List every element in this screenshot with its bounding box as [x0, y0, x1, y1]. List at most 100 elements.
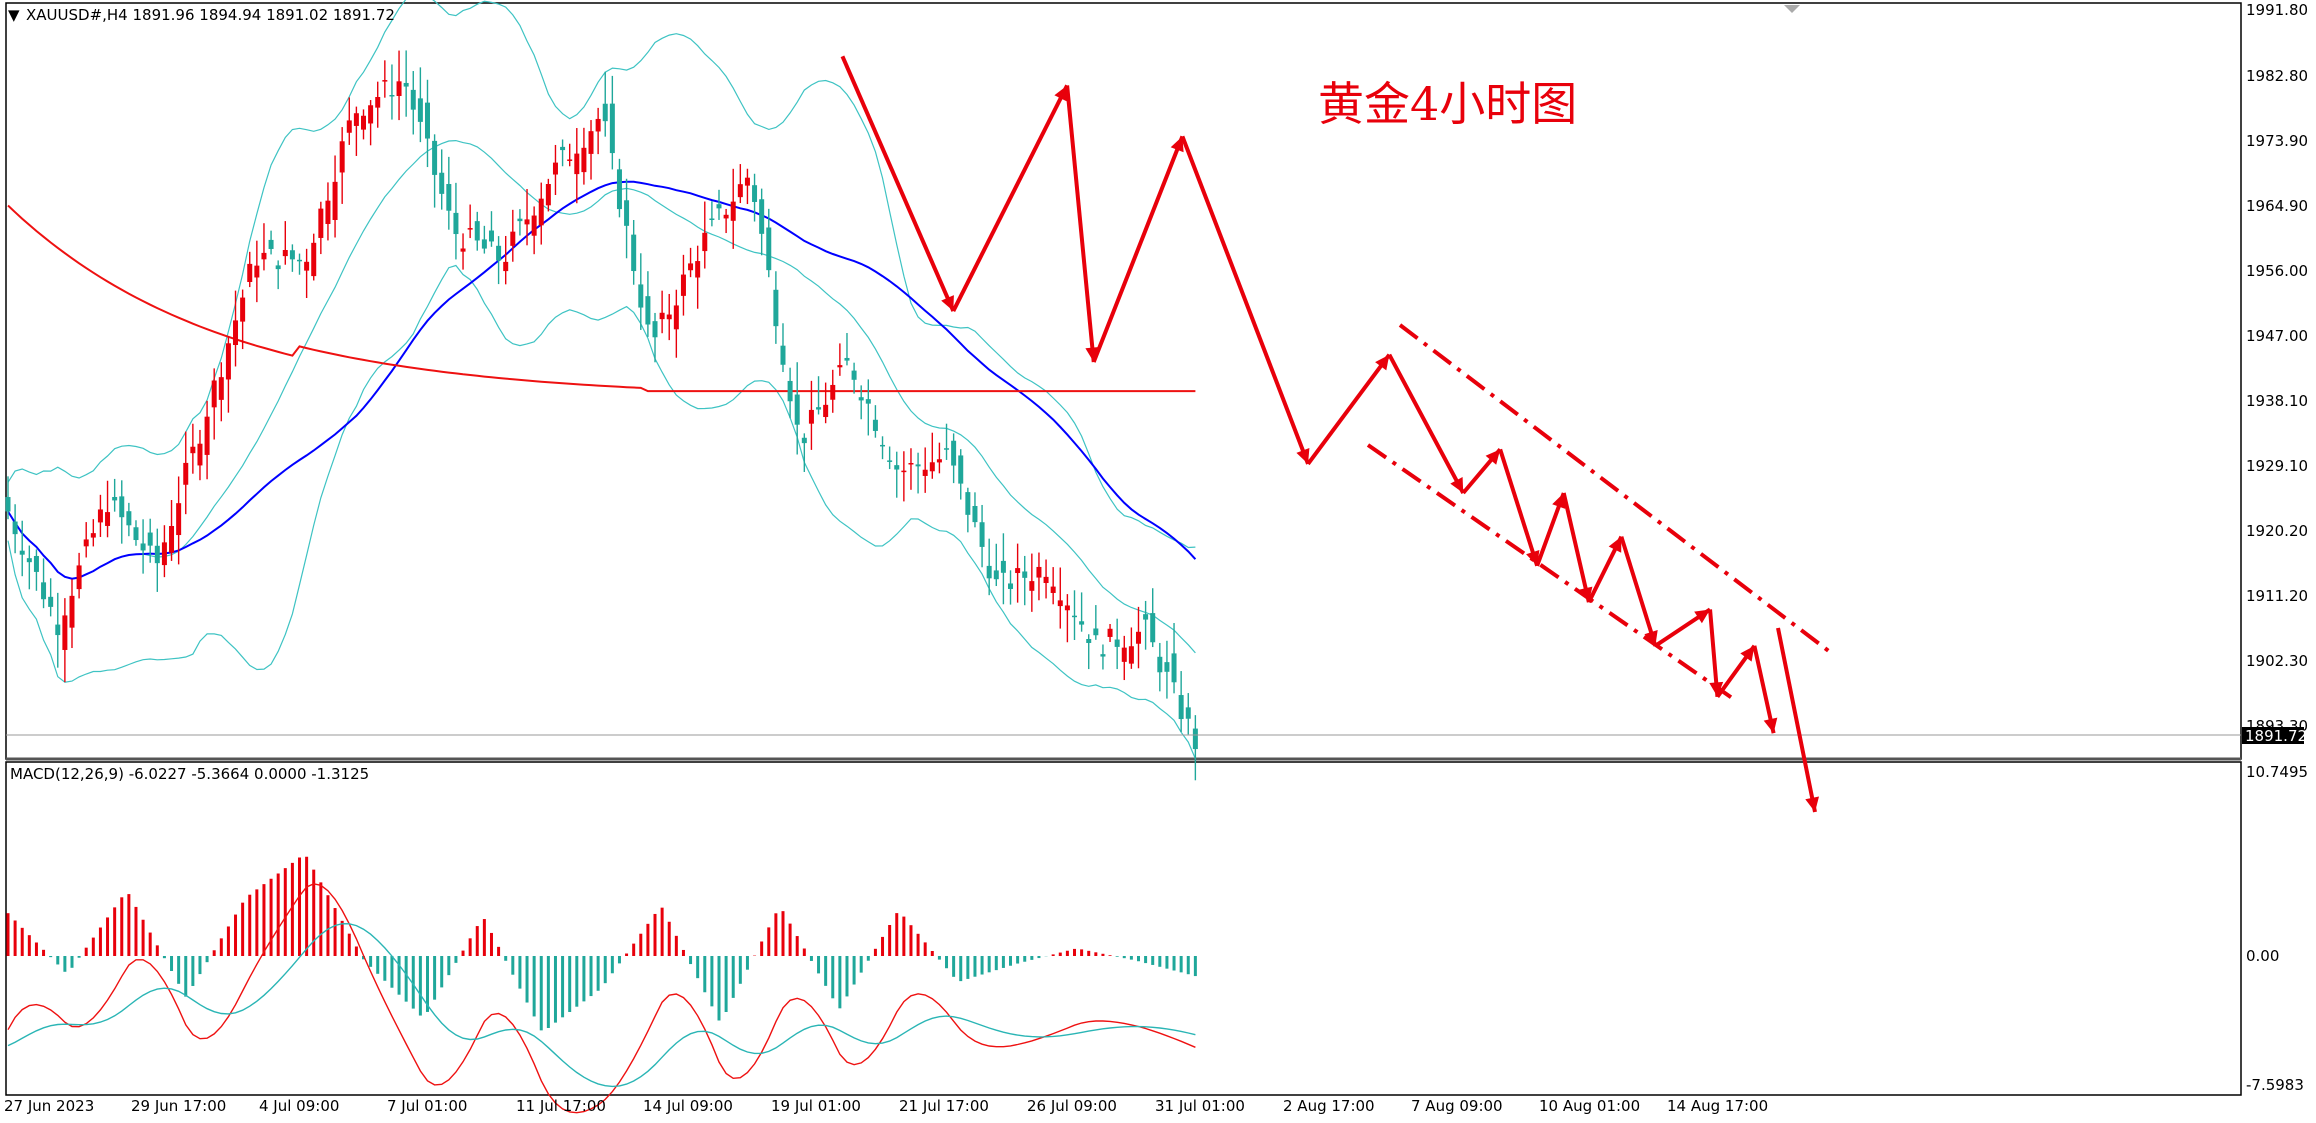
candle-body	[169, 526, 175, 553]
candle-body	[787, 380, 793, 402]
candle-body	[1171, 653, 1177, 683]
candle-body	[382, 80, 388, 82]
candle-body	[894, 465, 900, 470]
candle-body	[1135, 631, 1141, 644]
macd-tick: 0.00	[2246, 947, 2279, 965]
candle-body	[794, 394, 800, 425]
candle-body	[33, 555, 39, 572]
candle-body	[353, 113, 359, 126]
candle-body	[545, 184, 551, 206]
trend-arrow-head	[1085, 347, 1100, 363]
candle-body	[560, 146, 566, 151]
candle-body	[282, 250, 288, 257]
macd-pane-frame	[5, 761, 2242, 1096]
candle-body	[510, 231, 516, 246]
candle-body	[339, 141, 345, 173]
price-pane-frame	[5, 2, 2242, 760]
candle-body	[225, 343, 231, 380]
time-tick: 14 Jul 09:00	[643, 1097, 733, 1115]
candle-body	[1185, 707, 1191, 719]
channel-lower-line	[1366, 443, 1737, 702]
candle-body	[346, 120, 352, 133]
price-pane[interactable]	[5, 0, 1832, 781]
candle-body	[197, 443, 203, 466]
moving-average-slow-line	[7, 204, 1196, 393]
candle-body	[552, 162, 558, 175]
macd-header: MACD(12,26,9) -6.0227 -5.3664 0.0000 -1.…	[10, 765, 369, 783]
candle-body	[730, 201, 736, 221]
price-tick: 1973.90	[2246, 132, 2308, 150]
candle-body	[332, 181, 338, 220]
candle-body	[1192, 728, 1198, 750]
candle-body	[638, 284, 644, 308]
candle-body	[1178, 695, 1184, 720]
trend-arrow	[1065, 85, 1096, 363]
candle-body	[254, 265, 260, 278]
candle-body	[1064, 605, 1070, 611]
price-tick: 1920.20	[2246, 522, 2308, 540]
chart-menu-triangle-icon[interactable]: ▼	[8, 6, 20, 24]
trend-arrow-head	[1375, 354, 1390, 371]
candle-body	[688, 263, 694, 271]
candle-body	[659, 312, 665, 320]
candle-body	[304, 261, 310, 271]
candle-body	[12, 521, 18, 535]
candle-body	[951, 440, 957, 466]
current-price-tag	[2242, 727, 2304, 744]
candle-body	[161, 542, 167, 566]
candle-body	[816, 407, 822, 410]
candle-body	[965, 492, 971, 515]
projection-arrow-head	[1805, 796, 1819, 812]
candle-body	[26, 558, 32, 563]
candle-body	[247, 263, 253, 283]
candle-body	[872, 419, 878, 431]
candle-body	[410, 89, 416, 110]
trend-arrow	[1561, 492, 1591, 603]
candle-body	[467, 228, 473, 230]
candle-body	[1114, 639, 1120, 647]
trend-arrow	[1091, 135, 1185, 363]
candle-body	[652, 321, 658, 338]
candle-body	[574, 153, 580, 175]
current-price-label: 1891.72	[2245, 727, 2307, 745]
candle-body	[389, 94, 395, 97]
candle-body	[780, 345, 786, 365]
candle-body	[567, 159, 573, 161]
candle-body	[723, 214, 729, 219]
candle-body	[439, 172, 445, 194]
price-tick: 1982.80	[2246, 67, 2308, 85]
candle-body	[90, 533, 96, 538]
candle-body	[503, 261, 509, 272]
candle-body	[403, 82, 409, 87]
candle-body	[5, 497, 11, 512]
candle-body	[986, 565, 992, 579]
candle-body	[609, 103, 615, 154]
candle-body	[752, 185, 758, 202]
trend-arrow-head	[1552, 493, 1566, 509]
candle-body	[183, 462, 189, 485]
candle-body	[851, 370, 857, 380]
macd-pane[interactable]	[6, 856, 1197, 1114]
candle-body	[1015, 568, 1021, 574]
trend-arrow-head	[1170, 136, 1184, 153]
macd-tick: -7.5983	[2246, 1076, 2304, 1094]
trend-arrow-head	[1485, 449, 1501, 465]
candle-body	[105, 512, 111, 526]
candle-body	[97, 509, 103, 523]
candle-body	[147, 532, 153, 546]
candle-body	[944, 448, 950, 450]
candle-body	[396, 81, 402, 97]
candle-body	[908, 463, 914, 465]
candle-body	[48, 596, 54, 607]
price-tick: 1938.10	[2246, 392, 2308, 410]
price-tick: 1947.00	[2246, 327, 2308, 345]
candle-body	[112, 496, 118, 501]
candle-body	[361, 115, 366, 130]
candle-body	[204, 416, 210, 455]
price-axis: 1991.80 1982.80 1973.90 1964.90 1956.00 …	[2246, 1, 2308, 735]
candle-body	[133, 527, 139, 541]
time-tick: 19 Jul 01:00	[771, 1097, 861, 1115]
time-tick: 14 Aug 17:00	[1667, 1097, 1768, 1115]
candle-body	[531, 215, 537, 236]
scroll-marker-icon[interactable]	[1784, 5, 1800, 13]
